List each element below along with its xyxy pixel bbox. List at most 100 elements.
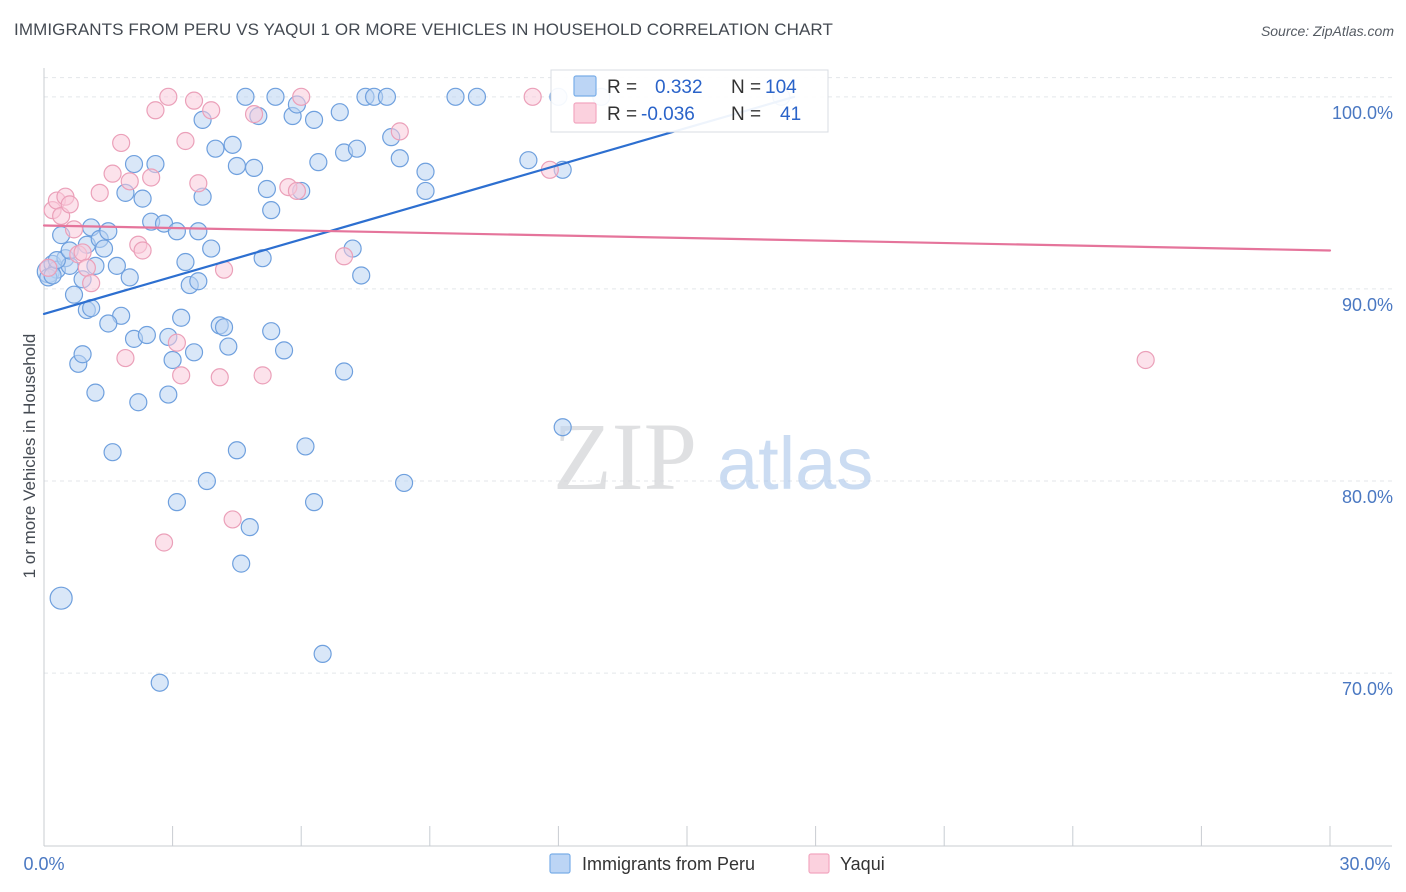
peru-point xyxy=(206,139,225,158)
peru-point xyxy=(202,239,221,258)
yaqui-point xyxy=(287,181,307,201)
y-tick-label: 100.0% xyxy=(1332,103,1393,123)
watermark-atlas: atlas xyxy=(717,422,873,505)
yaqui-point xyxy=(133,241,152,260)
legend-swatch-yaqui xyxy=(573,102,597,124)
yaqui-point xyxy=(292,87,311,106)
peru-point xyxy=(197,471,216,491)
peru-point xyxy=(120,268,139,287)
peru-point xyxy=(189,272,208,291)
peru-point xyxy=(416,162,435,181)
trend-layer xyxy=(42,95,1332,315)
points-layer xyxy=(36,87,1155,692)
chart-title: IMMIGRANTS FROM PERU VS YAQUI 1 OR MORE … xyxy=(14,20,833,39)
peru-point xyxy=(163,350,182,370)
peru-point xyxy=(390,149,409,168)
peru-point xyxy=(99,222,118,241)
yaqui-point xyxy=(82,274,101,293)
yaqui-point xyxy=(120,172,139,191)
peru-point xyxy=(347,139,367,158)
y-tick-label: 90.0% xyxy=(1342,295,1393,315)
peru-point xyxy=(184,343,204,362)
peru-point xyxy=(124,154,144,174)
peru-point xyxy=(176,252,195,272)
yaqui-point xyxy=(90,183,109,202)
peru-point xyxy=(257,179,277,199)
source-credit: Source: ZipAtlas.com xyxy=(1260,23,1394,39)
legend-n-value-yaqui: 41 xyxy=(780,104,801,125)
peru-point xyxy=(49,586,73,610)
peru-point xyxy=(313,644,332,664)
peru-point xyxy=(227,156,246,176)
yaqui-point xyxy=(77,258,96,277)
bottom-legend-label-peru: Immigrants from Peru xyxy=(582,854,755,874)
yaqui-point xyxy=(60,195,79,214)
legend-r-value-peru: 0.332 xyxy=(655,77,703,98)
peru-point xyxy=(133,189,152,208)
peru-point xyxy=(219,337,238,356)
peru-point xyxy=(262,322,281,341)
peru-point xyxy=(94,239,114,258)
yaqui-point xyxy=(39,258,58,277)
yaqui-point xyxy=(116,348,135,368)
peru-point xyxy=(334,362,354,381)
peru-point xyxy=(159,385,178,404)
yaqui-point xyxy=(1136,350,1155,370)
yaqui-point xyxy=(223,510,242,529)
peru-point xyxy=(416,181,435,201)
peru-point xyxy=(167,493,186,512)
peru-point xyxy=(266,87,285,106)
axis-layer: 70.0% 80.0% 90.0% 100.0% xyxy=(43,68,1393,847)
peru-point xyxy=(262,201,281,220)
peru-point xyxy=(309,153,328,172)
x-tick-label-max: 30.0% xyxy=(1339,854,1390,874)
peru-point xyxy=(394,473,414,493)
yaqui-point xyxy=(523,87,542,106)
bottom-legend-label-yaqui: Yaqui xyxy=(840,854,885,874)
yaqui-point xyxy=(210,368,229,387)
peru-point xyxy=(99,314,118,333)
yaqui-point xyxy=(64,220,84,239)
peru-point xyxy=(172,308,191,327)
stats-legend: R = 0.332 N = 104 R = -0.036 N = 41 xyxy=(550,69,829,133)
peru-point xyxy=(377,87,397,106)
y-axis-label: 1 or more Vehicles in Household xyxy=(20,334,39,579)
watermark-zip: ZIP xyxy=(553,403,697,510)
legend-n-label-peru: N = xyxy=(731,77,761,98)
y-tick-label: 70.0% xyxy=(1342,679,1393,699)
peru-point xyxy=(467,87,487,106)
peru-point xyxy=(214,318,234,337)
peru-point xyxy=(352,266,371,285)
peru-point xyxy=(64,285,84,304)
peru-point xyxy=(137,325,156,345)
peru-point xyxy=(232,554,251,573)
x-tick-label-min: 0.0% xyxy=(23,854,64,874)
legend-r-value-yaqui: -0.036 xyxy=(641,104,695,125)
peru-point xyxy=(240,518,259,537)
peru-point xyxy=(167,222,186,241)
yaqui-point xyxy=(390,122,409,141)
yaqui-point xyxy=(253,366,272,385)
peru-point xyxy=(223,135,242,154)
y-tick-label: 80.0% xyxy=(1342,487,1393,507)
yaqui-point xyxy=(334,247,354,266)
legend-n-value-peru: 104 xyxy=(765,77,797,98)
peru-point xyxy=(296,437,315,456)
peru-point xyxy=(86,383,105,402)
peru-point xyxy=(236,87,255,106)
yaqui-point xyxy=(202,101,221,120)
peru-point xyxy=(304,493,324,512)
yaqui-point xyxy=(189,174,208,193)
peru-point xyxy=(189,222,208,241)
peru-point xyxy=(553,418,572,437)
peru-point xyxy=(519,151,538,170)
bottom-legend-swatch-peru xyxy=(549,853,571,874)
peru-point xyxy=(330,103,349,122)
legend-r-label-peru: R = xyxy=(607,77,637,98)
yaqui-point xyxy=(73,243,92,262)
peru-point xyxy=(446,87,465,106)
yaqui-point xyxy=(159,87,178,106)
bottom-legend-swatch-yaqui xyxy=(808,853,830,874)
yaqui-point xyxy=(184,91,204,110)
